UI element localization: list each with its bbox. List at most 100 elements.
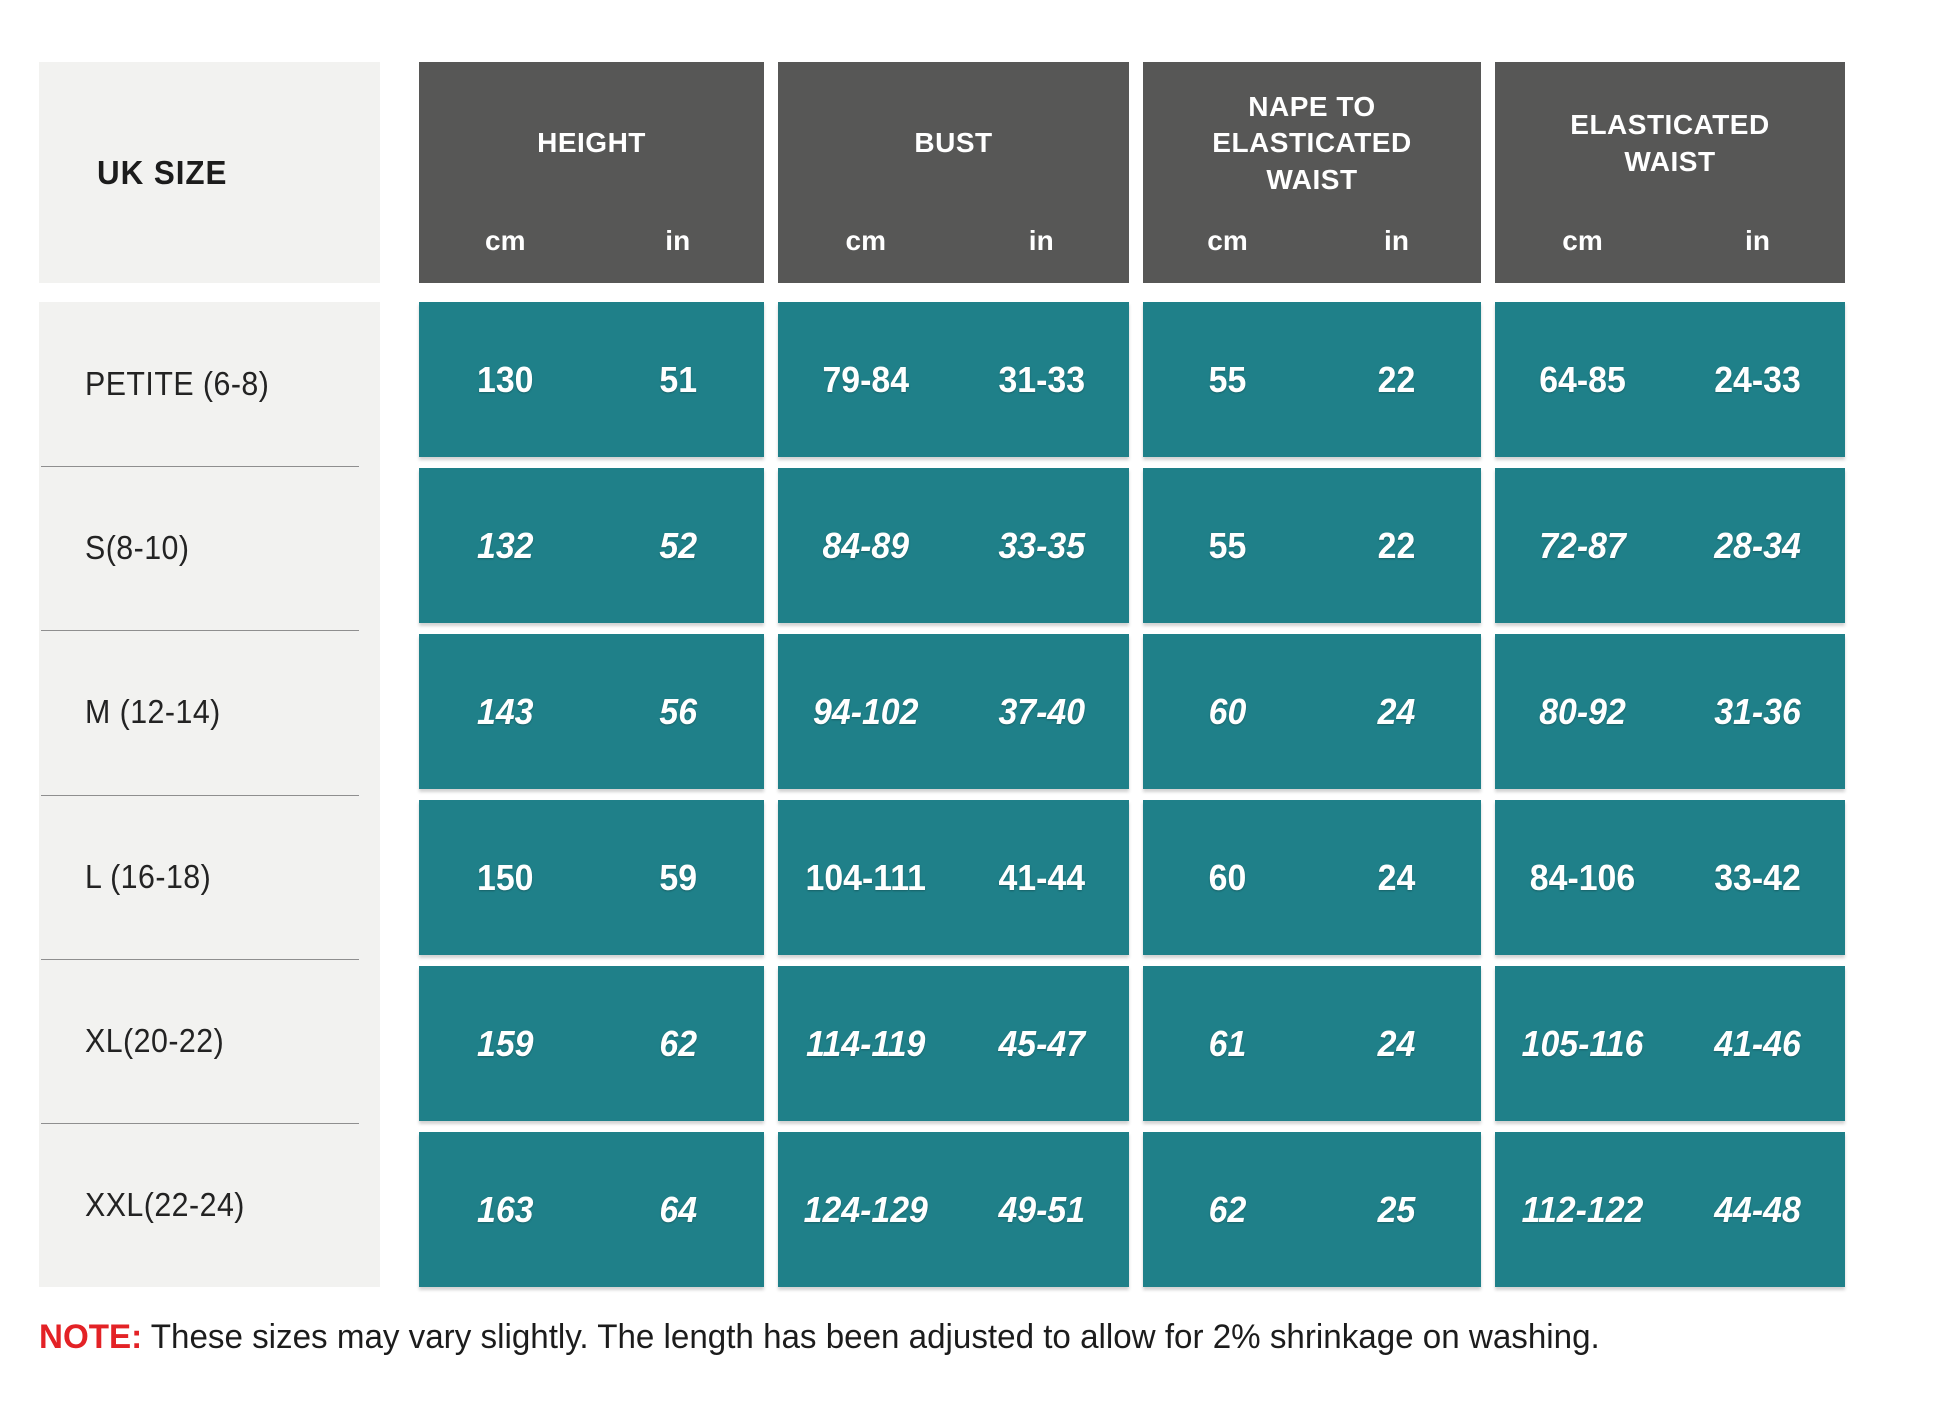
value-cm: 80-92 xyxy=(1539,690,1626,732)
value-in: 24 xyxy=(1377,856,1416,898)
unit-labels: cm in xyxy=(778,225,1129,283)
unit-label-cm: cm xyxy=(1207,225,1248,256)
value-cm: 55 xyxy=(1208,358,1247,400)
value-in: 41-44 xyxy=(997,856,1085,898)
measurement-cell-r6-c3: 62 25 xyxy=(1143,1132,1481,1287)
value-cm: 163 xyxy=(477,1188,534,1230)
size-label-text: L (16-18) xyxy=(85,857,212,895)
value-cm: 60 xyxy=(1208,690,1247,732)
unit-label-in: in xyxy=(1384,225,1409,256)
value-cm: 94-102 xyxy=(813,690,919,732)
value-in: 59 xyxy=(658,856,697,898)
value-in: 24 xyxy=(1377,690,1416,732)
value-in: 22 xyxy=(1377,524,1416,566)
value-in: 56 xyxy=(658,690,697,732)
size-label-text: S(8-10) xyxy=(85,529,190,567)
measurement-cell-r1-c2: 79-84 31-33 xyxy=(778,302,1129,457)
measurement-cell-r4-c3: 60 24 xyxy=(1143,800,1481,955)
column-header-1: HEIGHT cm in xyxy=(419,62,764,283)
column-title-wrap: BUST xyxy=(778,62,1129,225)
value-in: 41-46 xyxy=(1714,1022,1801,1064)
measurement-cell-r2-c2: 84-89 33-35 xyxy=(778,468,1129,623)
value-in: 45-47 xyxy=(997,1022,1085,1064)
value-cm: 72-87 xyxy=(1539,524,1626,566)
value-in: 24 xyxy=(1377,1022,1416,1064)
measurement-cell-r5-c3: 61 24 xyxy=(1143,966,1481,1121)
measurement-cell-r3-c3: 60 24 xyxy=(1143,634,1481,789)
measurement-cell-r5-c2: 114-119 45-47 xyxy=(778,966,1129,1121)
value-in: 49-51 xyxy=(997,1188,1085,1230)
unit-label-cm: cm xyxy=(485,225,526,256)
column-header-4: ELASTICATED WAIST cm in xyxy=(1495,62,1845,283)
measurement-cell-r1-c1: 130 51 xyxy=(419,302,764,457)
value-cm: 55 xyxy=(1208,524,1247,566)
size-row-label: XL(20-22) xyxy=(39,958,380,1123)
unit-label-in: in xyxy=(1745,225,1770,256)
column-header-2: BUST cm in xyxy=(778,62,1129,283)
value-cm: 114-119 xyxy=(806,1022,926,1064)
column-title: NAPE TO ELASTICATED WAIST xyxy=(1212,90,1412,195)
value-in: 25 xyxy=(1377,1188,1416,1230)
footer-note: NOTE: These sizes may vary slightly. The… xyxy=(39,1318,1892,1357)
column-title: BUST xyxy=(914,127,993,159)
column-header-3: NAPE TO ELASTICATED WAIST cm in xyxy=(1143,62,1481,283)
note-text: These sizes may vary slightly. The lengt… xyxy=(150,1318,1600,1356)
value-cm: 132 xyxy=(477,524,534,566)
uk-size-header-cell: UK SIZE xyxy=(39,62,380,283)
measurement-cell-r4-c1: 150 59 xyxy=(419,800,764,955)
value-cm: 60 xyxy=(1208,856,1247,898)
column-title-wrap: HEIGHT xyxy=(419,62,764,225)
measurement-cell-r2-c3: 55 22 xyxy=(1143,468,1481,623)
size-label-column: PETITE (6-8) S(8-10) M (12-14) L (16-18) XL(… xyxy=(39,302,380,1287)
column-header-row: HEIGHT cm in BUST cm in NAPE TO ELASTICATED WA… xyxy=(419,62,1845,283)
unit-labels: cm in xyxy=(419,225,764,283)
column-title-wrap: NAPE TO ELASTICATED WAIST xyxy=(1143,62,1481,225)
value-cm: 159 xyxy=(477,1022,534,1064)
measurement-cell-r5-c1: 159 62 xyxy=(419,966,764,1121)
size-row-label: S(8-10) xyxy=(39,466,380,630)
value-cm: 143 xyxy=(477,690,534,732)
measurement-cell-r4-c4: 84-106 33-42 xyxy=(1495,800,1845,955)
value-in: 31-33 xyxy=(997,358,1085,400)
unit-label-cm: cm xyxy=(1562,225,1603,256)
unit-label-cm: cm xyxy=(845,225,886,256)
unit-label-in: in xyxy=(665,225,691,256)
measurement-cell-r6-c2: 124-129 49-51 xyxy=(778,1132,1129,1287)
column-title: ELASTICATED WAIST xyxy=(1570,109,1770,177)
value-cm: 61 xyxy=(1208,1022,1247,1064)
row-divider xyxy=(41,1122,359,1124)
value-cm: 112-122 xyxy=(1521,1188,1644,1230)
value-cm: 105-116 xyxy=(1521,1022,1644,1064)
measurement-cell-r3-c1: 143 56 xyxy=(419,634,764,789)
value-cm: 79-84 xyxy=(822,358,910,400)
value-cm: 62 xyxy=(1208,1188,1247,1230)
value-cm: 130 xyxy=(477,358,534,400)
size-label-text: M (12-14) xyxy=(85,693,221,731)
measurement-cell-r3-c2: 94-102 37-40 xyxy=(778,634,1129,789)
size-row-label: L (16-18) xyxy=(39,794,380,959)
unit-labels: cm in xyxy=(1495,225,1845,283)
size-label-text: XL(20-22) xyxy=(85,1021,225,1059)
uk-size-label: UK SIZE xyxy=(97,153,228,191)
size-label-text: XXL(22-24) xyxy=(85,1185,245,1223)
row-divider xyxy=(41,958,359,960)
value-in: 24-33 xyxy=(1714,358,1801,400)
value-in: 33-35 xyxy=(997,524,1085,566)
measurement-cell-r2-c4: 72-87 28-34 xyxy=(1495,468,1845,623)
value-in: 44-48 xyxy=(1714,1188,1801,1230)
row-divider xyxy=(41,466,359,468)
note-label: NOTE: xyxy=(39,1318,143,1356)
value-in: 52 xyxy=(658,524,697,566)
measurement-cell-r1-c3: 55 22 xyxy=(1143,302,1481,457)
value-in: 28-34 xyxy=(1714,524,1801,566)
measurement-cell-r4-c2: 104-111 41-44 xyxy=(778,800,1129,955)
value-cm: 84-106 xyxy=(1529,856,1636,898)
value-in: 51 xyxy=(658,358,697,400)
measurement-cell-r6-c4: 112-122 44-48 xyxy=(1495,1132,1845,1287)
size-row-label: PETITE (6-8) xyxy=(39,302,380,466)
value-in: 33-42 xyxy=(1714,856,1801,898)
value-in: 37-40 xyxy=(997,690,1085,732)
column-title-wrap: ELASTICATED WAIST xyxy=(1495,62,1845,225)
value-in: 64 xyxy=(658,1188,697,1230)
